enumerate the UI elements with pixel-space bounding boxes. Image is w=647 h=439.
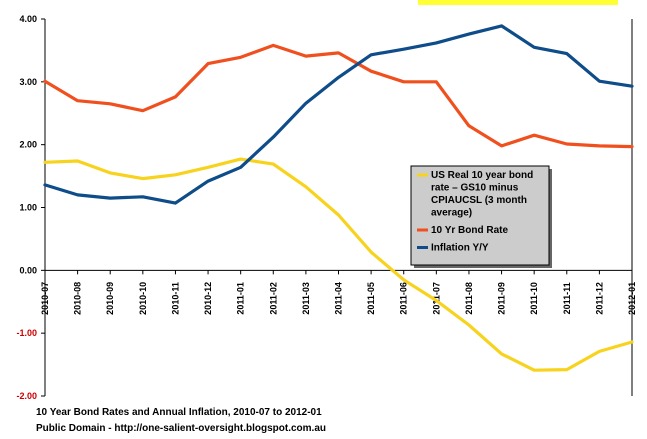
series-line-2 bbox=[43, 24, 634, 205]
x-tick-label: 2011-05 bbox=[366, 282, 376, 315]
x-tick-label: 2012-01 bbox=[627, 282, 637, 315]
x-tick-label: 2011-12 bbox=[594, 282, 604, 315]
x-tick-label: 2010-12 bbox=[203, 282, 213, 315]
x-tick-label: 2011-11 bbox=[562, 282, 572, 314]
legend-label: Inflation Y/Y bbox=[431, 243, 489, 254]
x-tick-label: 2010-09 bbox=[105, 282, 115, 315]
x-tick-label: 2011-10 bbox=[529, 282, 539, 315]
y-tick-label: 2.00 bbox=[19, 140, 37, 150]
legend-label: average) bbox=[431, 208, 472, 219]
x-tick-label: 2011-07 bbox=[431, 282, 441, 315]
x-tick-label: 2010-08 bbox=[73, 282, 83, 315]
x-tick-label: 2011-02 bbox=[268, 282, 278, 315]
legend-label: 10 Yr Bond Rate bbox=[431, 225, 508, 236]
x-tick-label: 2011-03 bbox=[301, 282, 311, 315]
x-tick-label: 2010-07 bbox=[40, 282, 50, 315]
x-tick-label: 2010-10 bbox=[138, 282, 148, 315]
legend: US Real 10 year bond rate – GS10 minusCPI… bbox=[410, 165, 552, 268]
x-tick-label: 2011-08 bbox=[464, 282, 474, 315]
x-tick-label: 2011-06 bbox=[399, 282, 409, 315]
y-tick-label: 3.00 bbox=[19, 77, 37, 87]
y-tick-label: 4.00 bbox=[19, 14, 37, 24]
series-lines bbox=[43, 24, 634, 372]
y-tick-label: -2.00 bbox=[16, 391, 37, 401]
x-tick-labels: 2010-07 2010-08 2010-09 2010-10 2010-11 2010-… bbox=[40, 270, 637, 315]
series-line-1 bbox=[43, 43, 634, 149]
chart-caption-title: 10 Year Bond Rates and Annual Inflation,… bbox=[36, 407, 322, 418]
legend-label: US Real 10 year bond bbox=[431, 170, 533, 181]
y-tick-label: -1.00 bbox=[16, 328, 37, 338]
highlight-bar bbox=[418, 0, 618, 5]
y-tick-labels: 4.00 3.00 2.00 1.00 0.00 -1.00 -2.00 bbox=[16, 14, 45, 401]
x-tick-label: 2011-09 bbox=[497, 282, 507, 315]
legend-label: CPIAUCSL (3 month bbox=[431, 195, 527, 206]
y-tick-label: 0.00 bbox=[19, 265, 37, 275]
series-line-0 bbox=[43, 157, 634, 372]
chart-caption-source: Public Domain - http://one-salient-overs… bbox=[36, 423, 327, 434]
x-tick-label: 2011-01 bbox=[236, 282, 246, 315]
legend-label: rate – GS10 minus bbox=[431, 183, 519, 194]
x-tick-label: 2011-04 bbox=[334, 282, 344, 315]
x-tick-label: 2010-11 bbox=[170, 282, 180, 315]
legend-box bbox=[410, 165, 550, 266]
y-tick-label: 1.00 bbox=[19, 203, 37, 213]
